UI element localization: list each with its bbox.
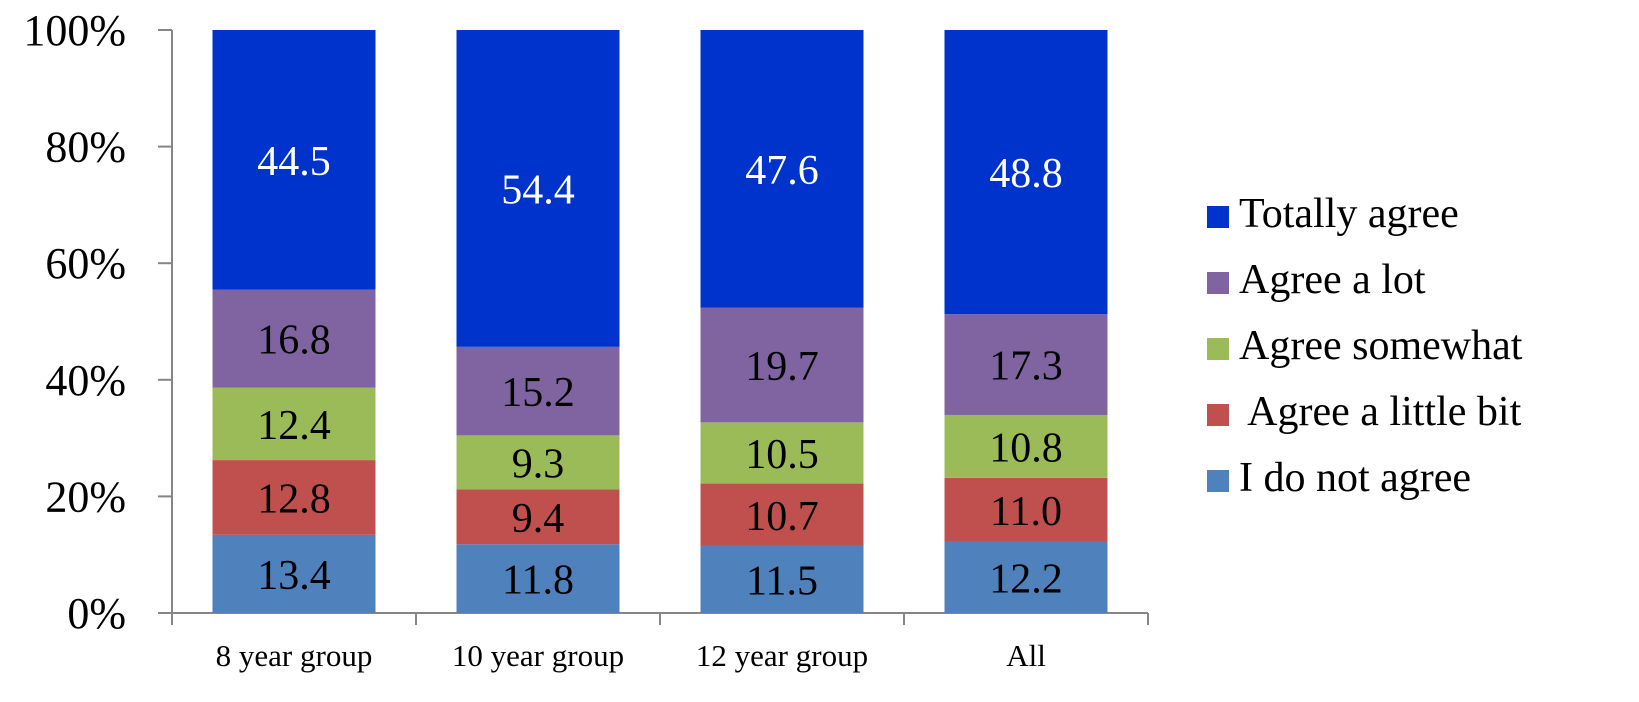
bar-segment (700, 483, 864, 546)
y-tick-label: 100% (23, 6, 126, 55)
bar-segment (944, 30, 1108, 315)
y-tick-label: 60% (45, 239, 126, 288)
data-label: 19.7 (745, 344, 819, 390)
data-label: 11.5 (746, 558, 818, 604)
bar-segment (944, 414, 1108, 478)
y-tick-label: 0% (67, 589, 126, 638)
legend-label: Totally agree (1239, 191, 1459, 237)
data-label: 17.3 (989, 344, 1063, 390)
bar-segment (456, 489, 620, 545)
x-tick-label: 10 year group (452, 638, 624, 673)
bar-segment (456, 346, 620, 436)
data-label: 12.8 (257, 476, 331, 522)
y-axis: 0% 20% 40% 60% 80% 100% (23, 6, 173, 638)
bar-segment (700, 545, 864, 613)
legend-swatch (1207, 404, 1229, 426)
data-label: 9.3 (512, 441, 565, 487)
legend-swatch (1207, 470, 1229, 492)
x-axis: 8 year group 10 year group 12 year group Al… (171, 612, 1149, 673)
x-tick-label: 12 year group (696, 638, 868, 673)
legend-label: Agree a little bit (1239, 389, 1522, 435)
y-tick-label: 20% (45, 472, 126, 521)
bar-segment (456, 544, 620, 613)
x-tick-label: All (1006, 638, 1046, 673)
data-label: 10.8 (989, 425, 1063, 471)
bar-segment (212, 30, 376, 290)
bar-segment (944, 314, 1108, 415)
legend-label: I do not agree (1239, 455, 1471, 501)
data-label: 13.4 (257, 553, 331, 599)
bar-segment (700, 422, 864, 484)
bar-segment (700, 307, 864, 423)
data-label: 54.4 (501, 167, 575, 213)
bar-segment (700, 30, 864, 308)
data-label: 48.8 (989, 151, 1063, 197)
data-label: 9.4 (512, 496, 565, 542)
data-label: 11.0 (990, 489, 1062, 535)
data-label: 15.2 (501, 370, 575, 416)
data-label: 11.8 (502, 558, 574, 604)
bar-segment (944, 541, 1108, 613)
legend-label: Agree somewhat (1239, 323, 1523, 369)
bar-segment (212, 387, 376, 461)
data-label: 10.7 (745, 494, 819, 540)
legend-swatch (1207, 338, 1229, 360)
data-label: 12.2 (989, 556, 1063, 602)
bars (212, 30, 1108, 613)
x-tick-label: 8 year group (216, 638, 373, 673)
legend-label: Agree a lot (1239, 257, 1426, 303)
data-label: 16.8 (257, 318, 331, 364)
bar-segment (212, 289, 376, 388)
y-tick-label: 40% (45, 356, 126, 405)
bar-segment (212, 460, 376, 535)
legend: Totally agree Agree a lot Agree somewhat A… (1207, 191, 1523, 501)
legend-swatch (1207, 272, 1229, 294)
data-label: 12.4 (257, 403, 331, 449)
data-label: 47.6 (745, 148, 819, 194)
legend-swatch (1207, 206, 1229, 228)
data-label: 44.5 (257, 139, 331, 185)
data-label: 10.5 (745, 432, 819, 478)
bar-segment (944, 477, 1108, 542)
bar-segment (212, 534, 376, 613)
bar-segment (456, 30, 620, 347)
bar-segment (456, 435, 620, 490)
data-labels: 13.4 12.8 12.4 16.8 44.5 11.8 9.4 9.3 15.2 54.4 11… (257, 139, 1063, 605)
y-tick-label: 80% (45, 123, 126, 172)
